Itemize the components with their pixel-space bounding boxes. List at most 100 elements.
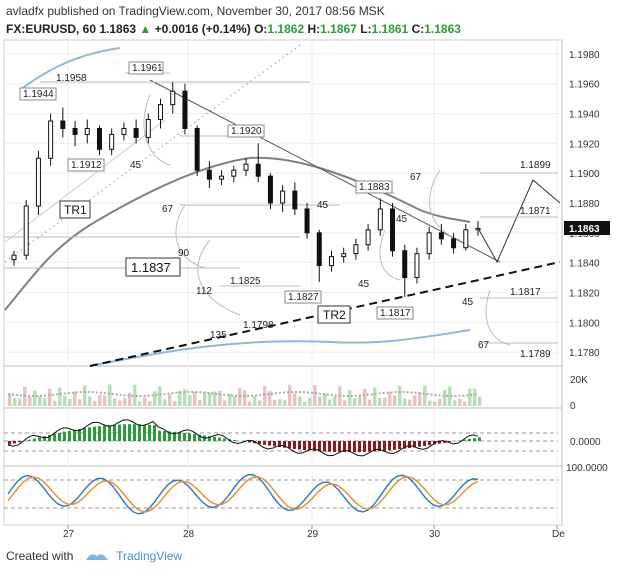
macd-bar: [298, 441, 301, 450]
publisher-user[interactable]: avladfx: [6, 4, 45, 18]
macd-bar: [153, 425, 156, 441]
upper-band-line: [19, 47, 121, 91]
macd-bar: [83, 428, 86, 441]
candle-body: [328, 256, 334, 267]
macd-bar: [98, 426, 101, 441]
macd-tick-zero: 0.0000: [570, 437, 601, 448]
volume-bar: [193, 392, 197, 406]
macd-bar: [393, 441, 396, 450]
label-1827: 1.1827: [288, 292, 319, 303]
macd-bar: [258, 441, 261, 445]
grid-lines: [4, 40, 558, 525]
fib-label: 67: [162, 204, 174, 215]
macd-bar: [318, 441, 321, 452]
macd-bar: [68, 430, 71, 441]
volume-bar: [278, 399, 282, 406]
volume-bar: [378, 397, 382, 406]
volume-bar: [28, 396, 32, 406]
tr1-trendline: [4, 119, 166, 243]
price-tick-label: 1.1920: [569, 139, 600, 150]
volume-bar: [308, 397, 312, 406]
label-1817: 1.1817: [510, 287, 541, 298]
volume-bar: [258, 400, 262, 406]
candle-body: [158, 104, 164, 121]
volume-bar: [423, 385, 427, 406]
macd-bar: [373, 441, 376, 452]
macd-bar: [28, 439, 31, 441]
fib-label: 67: [410, 172, 422, 183]
volume-bar: [148, 400, 152, 406]
current-price-text: 1.1863: [569, 224, 600, 235]
volume-bar: [273, 399, 277, 406]
price-tick-label: 1.1980: [569, 50, 600, 61]
macd-bar: [448, 441, 451, 443]
volume-bar: [298, 396, 302, 406]
fib-label: 135: [210, 330, 227, 341]
macd-bar: [53, 433, 56, 441]
created-with-text: Created with: [6, 549, 74, 563]
candlestick-series[interactable]: [11, 82, 481, 297]
footer: Created with TradingView: [6, 549, 182, 563]
macd-bar: [263, 441, 266, 445]
macd-bar: [458, 440, 461, 441]
label-1958: 1.1958: [56, 73, 87, 84]
macd-bar: [108, 425, 111, 441]
volume-bar: [143, 397, 147, 406]
macd-bar: [88, 427, 91, 441]
label-1789: 1.1789: [520, 349, 551, 360]
volume-bar: [133, 384, 137, 406]
volume-bar: [8, 394, 12, 406]
tr2-box: [317, 305, 351, 324]
published-text: published on TradingView.com, November 3…: [47, 4, 385, 18]
volume-bar: [288, 384, 292, 406]
macd-bar: [333, 441, 336, 452]
volume-bar: [313, 384, 317, 406]
price-axis[interactable]: 1.1980 1.1960 1.1940 1.1920 1.1900 1.1880 1.18…: [569, 50, 600, 359]
volume-bar: [43, 398, 47, 406]
candle-body: [206, 169, 212, 180]
open-value: 1.1862: [267, 22, 305, 36]
label-1798: 1.1798: [243, 320, 274, 331]
macd-bar: [218, 437, 221, 441]
volume-ma-line: [7, 391, 479, 398]
price-tick-label: 1.1780: [569, 348, 600, 359]
volume-bar: [153, 391, 157, 406]
candle-body: [35, 157, 41, 207]
macd-bar: [43, 436, 46, 441]
volume-bar: [128, 392, 132, 406]
macd-bar: [433, 441, 436, 445]
volume-bar: [118, 400, 122, 406]
macd-bar: [473, 438, 476, 441]
volume-bar: [453, 400, 457, 406]
macd-bar: [58, 432, 61, 441]
volume-bar: [208, 392, 212, 406]
candle-body: [170, 90, 176, 106]
macd-bar: [418, 441, 421, 447]
volume-bar: [53, 400, 57, 406]
macd-bar: [273, 441, 276, 447]
low-value: 1.1861: [371, 22, 409, 36]
volume-bar: [158, 386, 162, 406]
chart-frame: [3, 39, 563, 526]
fib-label-group: 45 67 45 90 112 135 67 45 45 45 67: [130, 160, 490, 351]
macd-bar: [158, 430, 161, 441]
macd-bar: [478, 437, 481, 441]
fib-arc: [197, 239, 241, 316]
volume-bar: [183, 389, 187, 406]
volume-bar: [448, 386, 452, 406]
candle-body: [353, 244, 359, 255]
volume-bar: [248, 401, 252, 406]
tradingview-link[interactable]: TradingView: [116, 549, 183, 563]
dotted-channel-line: [4, 44, 301, 263]
macd-bar: [348, 441, 351, 453]
low-label: L:: [360, 22, 372, 36]
candle-body: [133, 127, 139, 138]
candle-body: [463, 229, 469, 249]
macd-bar: [103, 425, 106, 441]
candle-body: [84, 127, 90, 135]
time-axis[interactable]: 27 28 29 30 De: [63, 525, 565, 540]
macd-bar: [173, 431, 176, 441]
volume-bar: [323, 393, 327, 406]
label-1825: 1.1825: [230, 276, 261, 287]
